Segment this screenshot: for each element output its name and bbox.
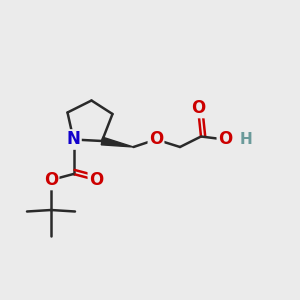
Text: O: O xyxy=(89,171,103,189)
Text: O: O xyxy=(44,171,58,189)
Text: O: O xyxy=(218,130,232,148)
Text: N: N xyxy=(67,130,80,148)
Text: O: O xyxy=(191,99,205,117)
Polygon shape xyxy=(101,137,134,147)
Text: O: O xyxy=(149,130,163,148)
Text: H: H xyxy=(240,132,252,147)
